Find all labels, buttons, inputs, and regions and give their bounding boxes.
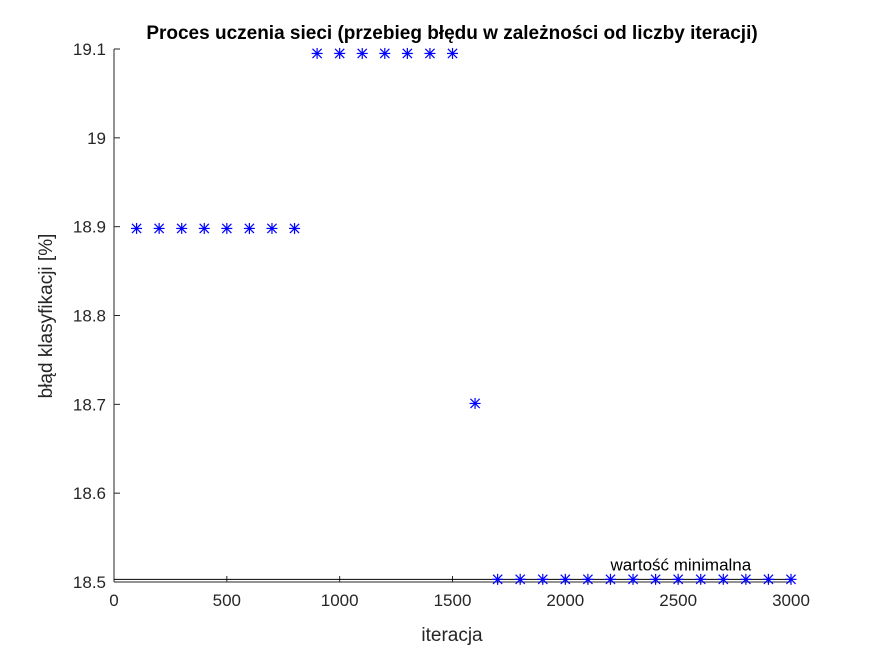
x-tick-label: 3000 xyxy=(772,591,810,610)
y-tick-label: 19 xyxy=(87,129,106,148)
data-point xyxy=(176,222,188,234)
data-point xyxy=(492,573,504,585)
data-point xyxy=(401,47,413,59)
y-tick-label: 18.6 xyxy=(73,484,106,503)
data-point xyxy=(243,222,255,234)
plot-area xyxy=(114,49,791,582)
data-point xyxy=(334,47,346,59)
data-point xyxy=(559,573,571,585)
data-point xyxy=(650,573,662,585)
min-value-label: wartość minimalna xyxy=(609,555,751,574)
x-tick-label: 500 xyxy=(213,591,241,610)
data-point xyxy=(379,47,391,59)
data-point xyxy=(672,573,684,585)
data-point xyxy=(785,573,797,585)
data-point xyxy=(604,573,616,585)
data-point xyxy=(311,47,323,59)
data-point xyxy=(447,47,458,59)
data-point xyxy=(469,397,481,409)
data-point xyxy=(514,573,526,585)
x-axis-label: iteracja xyxy=(421,625,483,646)
x-tick-label: 0 xyxy=(109,591,118,610)
y-tick-label: 19.1 xyxy=(73,40,106,59)
y-tick-label: 18.5 xyxy=(73,573,106,592)
data-point xyxy=(198,222,210,234)
y-tick-label: 18.9 xyxy=(73,218,106,237)
data-point xyxy=(537,573,549,585)
x-ticks: 0 500 1000 1500 2000 2500 3000 xyxy=(109,576,810,610)
data-point xyxy=(289,222,301,234)
y-tick-label: 18.7 xyxy=(73,395,106,414)
chart-title: Proces uczenia sieci (przebieg błędu w z… xyxy=(146,23,757,44)
data-point xyxy=(221,222,233,234)
data-points xyxy=(131,47,797,585)
data-point xyxy=(424,47,436,59)
x-tick-label: 1500 xyxy=(434,591,472,610)
data-point xyxy=(153,222,165,234)
data-point xyxy=(266,222,278,234)
x-tick-label: 2500 xyxy=(659,591,697,610)
y-axis-label: błąd klasyfikacji [%] xyxy=(36,234,57,399)
x-tick-label: 1000 xyxy=(321,591,359,610)
data-point xyxy=(131,222,143,234)
data-point xyxy=(695,573,707,585)
data-point xyxy=(582,573,594,585)
data-point xyxy=(740,573,752,585)
data-point xyxy=(356,47,368,59)
x-tick-label: 2000 xyxy=(546,591,584,610)
data-point xyxy=(627,573,639,585)
y-ticks: 18.5 18.6 18.7 18.8 18.9 19 19.1 xyxy=(73,40,120,592)
data-point xyxy=(717,573,729,585)
data-point xyxy=(762,573,774,585)
y-tick-label: 18.8 xyxy=(73,307,106,326)
